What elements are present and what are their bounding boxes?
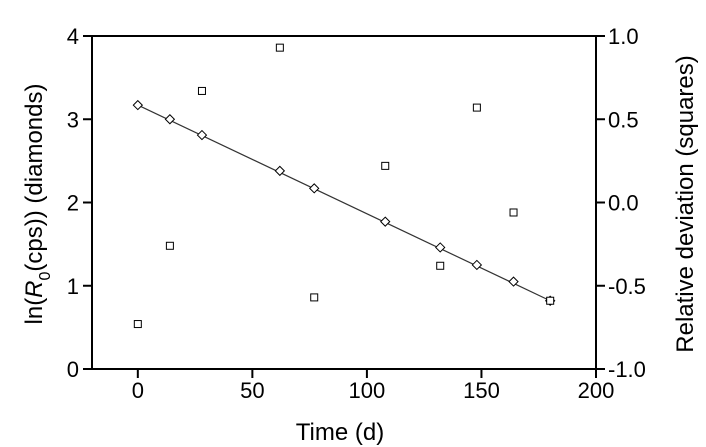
left-y-axis-title-prefix: ln( <box>21 298 48 325</box>
diamond-marker <box>508 276 519 287</box>
left-y-tick-label: 3 <box>67 107 79 132</box>
diamond-marker <box>309 183 320 194</box>
left-y-tick-label: 4 <box>67 24 79 49</box>
left-y-axis-title: ln(R0(cps)) (diamonds) <box>21 84 54 325</box>
x-tick-label: 200 <box>578 378 615 403</box>
square-marker <box>133 320 142 329</box>
plot-frame <box>91 35 597 370</box>
left-y-tick-label: 2 <box>67 191 79 216</box>
diamond-marker <box>132 99 144 111</box>
x-tick-label: 100 <box>349 378 386 403</box>
right-y-tick-label: 1.0 <box>608 24 639 49</box>
square-marker <box>509 208 518 217</box>
square-marker <box>197 86 206 95</box>
fit-line <box>137 104 551 302</box>
right-y-axis-ticks: -1.0 -0.5 0.0 0.5 1.0 <box>596 24 646 382</box>
x-tick-label: 150 <box>463 378 500 403</box>
right-y-tick-label: 0.5 <box>608 107 639 132</box>
square-marker <box>546 296 555 305</box>
right-y-tick-label: -0.5 <box>608 274 646 299</box>
diamond-marker <box>164 114 176 125</box>
left-y-axis-title-suffix: (cps)) (diamonds) <box>21 84 48 272</box>
square-marker <box>310 293 319 302</box>
left-y-axis-title-symbol: R <box>21 280 48 297</box>
left-y-axis-title-subscript: 0 <box>37 271 54 280</box>
square-marker <box>472 103 481 112</box>
left-y-tick-label: 0 <box>67 357 79 382</box>
square-marker <box>436 261 445 270</box>
diamond-marker <box>380 216 391 227</box>
data-markers <box>132 43 556 329</box>
diamond-marker <box>435 242 446 253</box>
diamond-marker <box>196 129 208 141</box>
diamond-marker <box>471 259 483 271</box>
right-y-tick-label: -1.0 <box>608 357 646 382</box>
x-axis-title: Time (d) <box>296 419 384 446</box>
right-y-tick-label: 0.0 <box>608 191 639 216</box>
left-y-axis-ticks: 0 1 2 3 4 <box>67 24 92 382</box>
x-tick-label: 0 <box>132 378 144 403</box>
left-y-tick-label: 1 <box>67 274 79 299</box>
x-axis-ticks: 0 50 100 150 200 <box>132 369 615 403</box>
x-tick-label: 50 <box>240 378 264 403</box>
right-y-axis-title: Relative deviation (squares) <box>672 55 699 352</box>
square-marker <box>165 241 174 250</box>
square-marker <box>275 43 284 52</box>
diamond-marker <box>274 165 286 177</box>
square-marker <box>381 161 390 170</box>
